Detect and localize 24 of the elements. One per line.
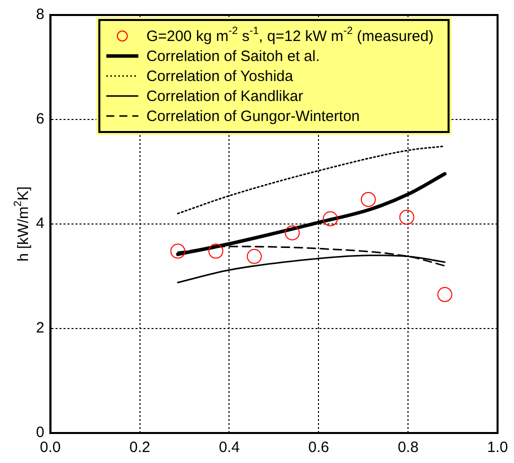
x-tick-label: 0.4: [218, 439, 240, 456]
point: [246, 248, 262, 264]
y-axis-title: h [kW/m2K]: [12, 186, 32, 262]
legend-label: Correlation of Kandlikar: [146, 88, 304, 106]
y-tick-label: 4: [36, 215, 44, 232]
point: [208, 244, 224, 259]
y-tick-label: 0: [36, 424, 44, 442]
x-tick-label: 0.6: [308, 439, 330, 456]
x-tick-label: 1.0: [487, 439, 508, 456]
point: [170, 244, 186, 259]
point: [284, 225, 300, 240]
y-tick-label: 6: [36, 110, 44, 128]
point: [437, 287, 452, 302]
legend-label: Correlation of Saitoh et al.: [146, 48, 320, 66]
x-tick-label: 0.8: [398, 439, 419, 456]
legend-label: Correlation of Gungor-Winterton: [146, 108, 360, 126]
point: [322, 211, 338, 226]
point: [360, 192, 376, 207]
y-tick-label: 8: [36, 6, 44, 24]
point: [399, 210, 414, 225]
y-tick-label: 2: [36, 320, 44, 337]
legend-label: Correlation of Yoshida: [146, 68, 294, 86]
x-tick-label: 0.2: [129, 439, 150, 456]
x-tick-label: 0.0: [40, 439, 61, 456]
